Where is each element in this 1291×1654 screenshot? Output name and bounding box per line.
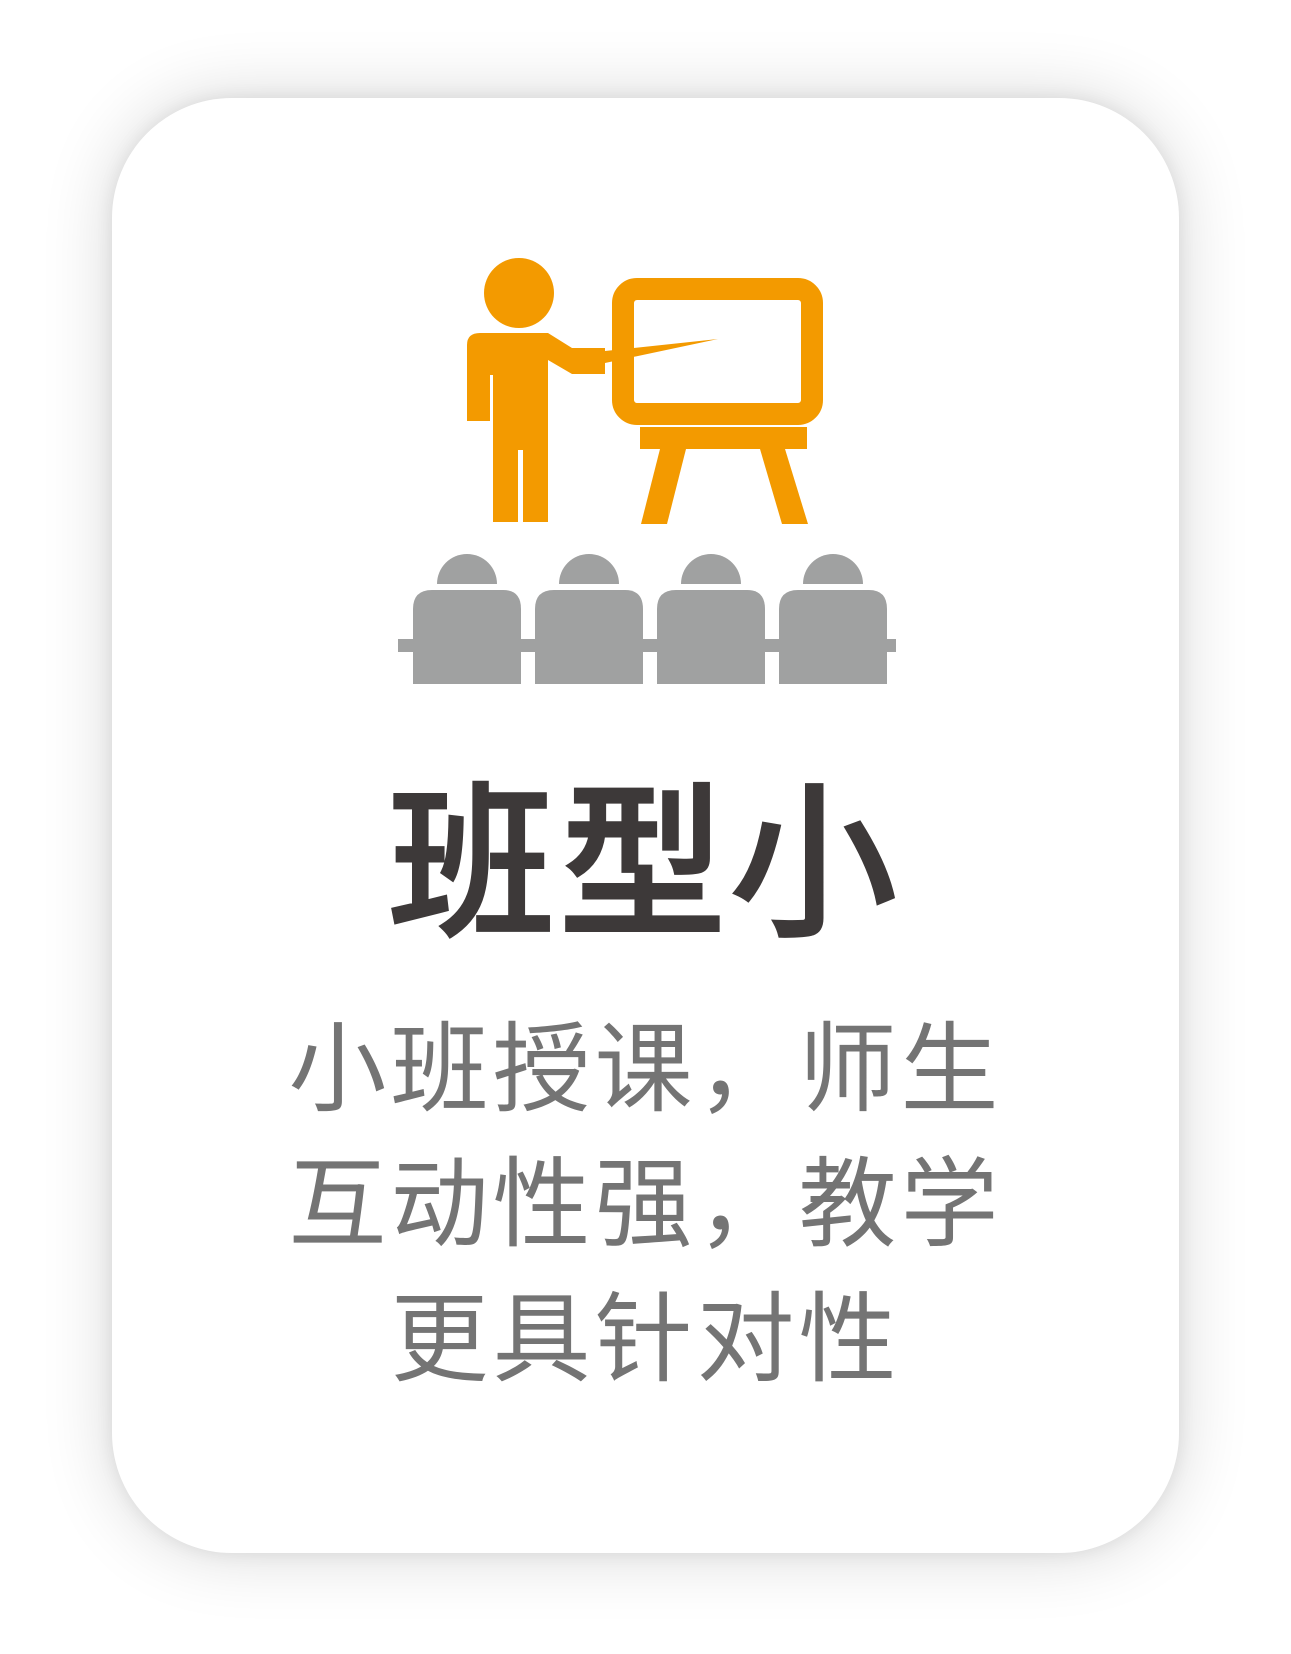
students-seated-icon — [398, 554, 896, 684]
description-line-1: 小班授课，师生 — [288, 1013, 1003, 1127]
student-1 — [413, 554, 521, 684]
feature-card — [112, 98, 1179, 1553]
student-3 — [657, 554, 765, 684]
board-icon — [612, 278, 823, 524]
student-2 — [535, 554, 643, 684]
classroom-illustration — [398, 258, 896, 684]
description-line-3: 更具针对性 — [390, 1283, 901, 1397]
description-line-2: 互动性强，教学 — [288, 1148, 1003, 1262]
card-title: 班型小 — [389, 769, 902, 961]
card-description: 小班授课，师生 互动性强，教学 更具针对性 — [112, 1003, 1179, 1408]
student-4 — [779, 554, 887, 684]
